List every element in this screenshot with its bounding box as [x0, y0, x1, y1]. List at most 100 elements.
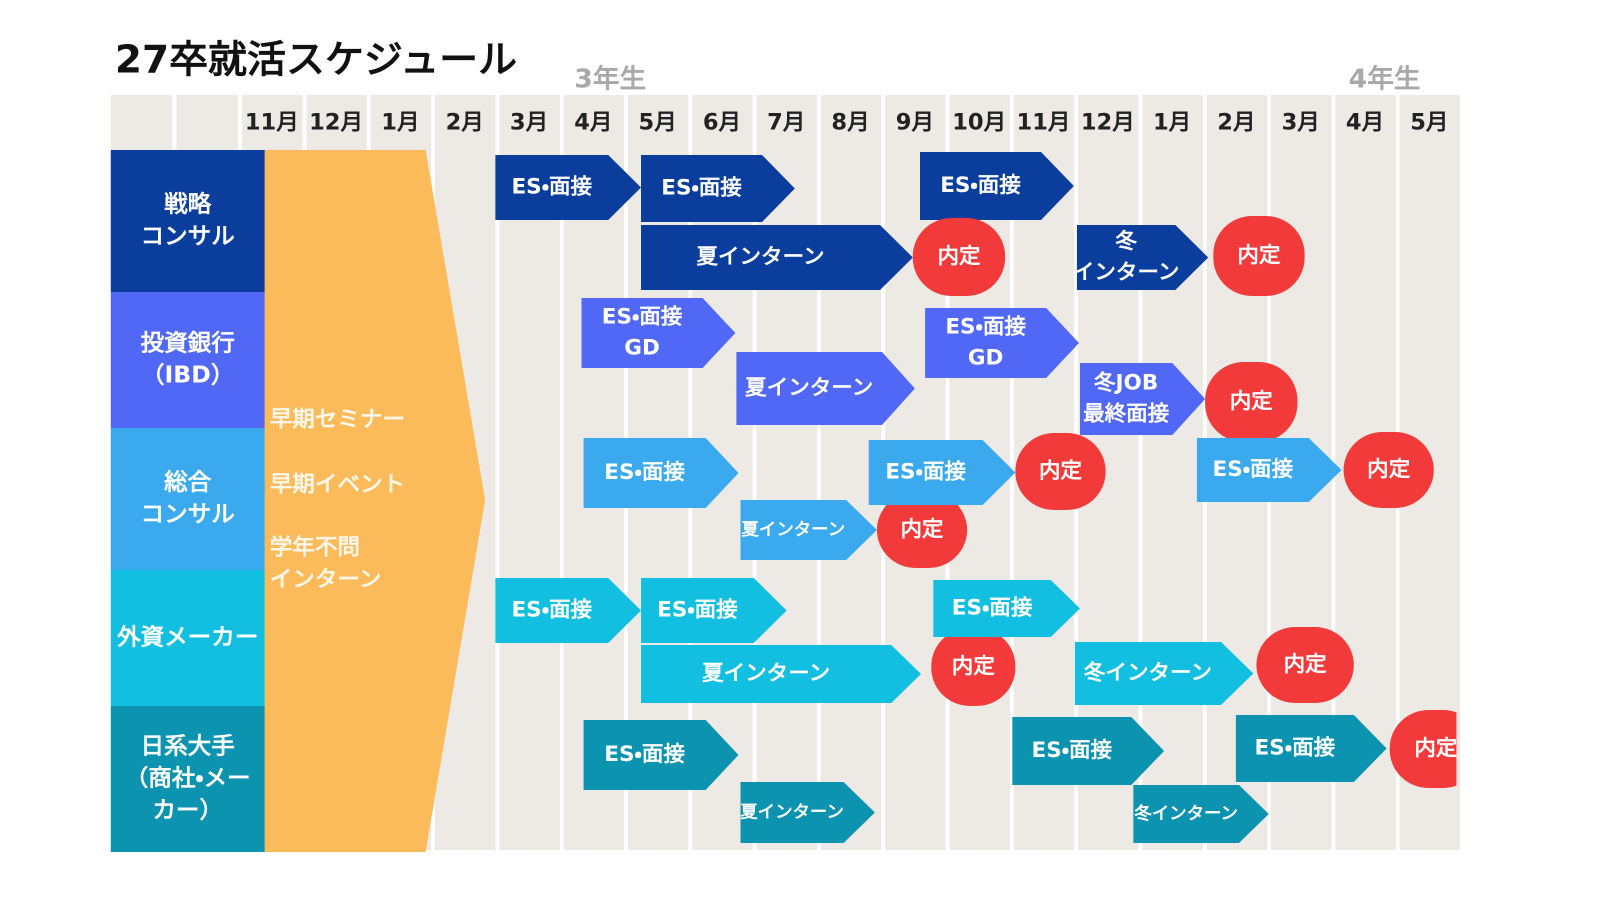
offer-label: 内定 — [937, 244, 981, 269]
arrow-shape — [641, 225, 913, 290]
offer-label: 内定 — [1237, 243, 1281, 268]
month-label: 4月 — [574, 110, 612, 136]
month-column — [756, 95, 818, 850]
row-label: 外資メーカー — [116, 624, 258, 651]
offer-badge — [912, 218, 1006, 296]
arrow-label: ES・面接 — [604, 741, 685, 767]
arrow-label: ES・面接 — [1213, 456, 1294, 482]
offer-badge — [1015, 433, 1106, 510]
arrow-label: ES・面接 — [657, 597, 738, 623]
arrow-shape — [581, 298, 736, 368]
offer-badge — [1389, 710, 1457, 788]
month-label: 12月 — [309, 110, 363, 136]
month-column — [1142, 95, 1203, 850]
early-label: 早期イベント — [270, 472, 405, 498]
offer-label: 内定 — [1414, 736, 1458, 761]
arrow-label: 冬 — [1114, 228, 1137, 254]
arrow-shape — [495, 578, 642, 643]
early-label: 早期セミナー — [270, 407, 405, 433]
month-column — [499, 95, 560, 850]
month-label: 4月 — [1346, 110, 1384, 136]
offer-label: 内定 — [1230, 389, 1274, 414]
header-cell — [110, 95, 173, 150]
offer-label: 内定 — [952, 654, 996, 679]
offer-label: 内定 — [901, 517, 945, 542]
arrow-shape — [1074, 642, 1254, 705]
month-label: 7月 — [767, 110, 805, 136]
title: 27卒就活スケジュール — [115, 38, 517, 82]
offer-badge — [1343, 432, 1434, 508]
arrow-shape — [641, 578, 787, 643]
arrow-label: GD — [968, 346, 1004, 371]
month-label: 2月 — [446, 110, 484, 136]
arrow-shape — [1076, 225, 1209, 290]
arrow-shape — [1235, 715, 1387, 782]
month-label: 9月 — [896, 110, 934, 136]
arrow-label: 最終面接 — [1083, 401, 1169, 427]
offer-label: 内定 — [1284, 652, 1328, 677]
arrow-label: インターン — [1073, 260, 1180, 285]
month-label: 12月 — [1081, 110, 1135, 136]
arrow-label: ES・面接 — [511, 597, 592, 623]
arrow-shape — [1012, 717, 1165, 785]
offer-badge — [1213, 216, 1305, 296]
offer-badge — [1205, 362, 1298, 442]
offer-label: 内定 — [1039, 459, 1083, 484]
arrow-shape — [641, 155, 795, 222]
arrow-shape — [583, 720, 739, 790]
month-label: 2月 — [1217, 110, 1255, 136]
year-label: 4年生 — [1349, 64, 1421, 95]
arrow-shape — [740, 782, 875, 843]
row-header — [110, 706, 266, 852]
row-label: コンサル — [141, 223, 235, 250]
arrow-label: ES・面接 — [940, 172, 1021, 198]
month-label: 6月 — [703, 110, 741, 136]
month-label: 11月 — [1017, 110, 1071, 136]
arrow-label: ES・面接 — [511, 174, 592, 200]
row-header — [110, 428, 266, 570]
arrow-shape — [641, 645, 922, 703]
arrow-shape — [925, 308, 1079, 378]
month-label: 1月 — [381, 110, 419, 136]
arrow-label: ES・面接 — [602, 304, 683, 330]
arrow-shape — [736, 352, 915, 425]
arrow-label: 夏インターン — [702, 661, 830, 686]
month-label: 3月 — [510, 110, 548, 136]
arrow-label: 夏インターン — [745, 376, 873, 401]
arrow-label: 夏インターン — [696, 245, 824, 270]
arrow-label: GD — [624, 336, 660, 361]
arrow-shape — [933, 580, 1080, 637]
arrow-label: 夏インターン — [742, 520, 846, 540]
arrow-shape — [740, 500, 877, 560]
row-label: 投資銀行 — [141, 330, 235, 357]
row-header — [110, 292, 266, 428]
early-label: 学年不問 — [270, 534, 360, 561]
arrow-shape — [1196, 438, 1342, 502]
arrow-shape — [1133, 785, 1269, 843]
offer-badge — [876, 492, 968, 568]
arrow-label: 冬インターン — [1083, 660, 1212, 686]
early-label: インターン — [270, 567, 382, 593]
offer-badge — [1256, 627, 1354, 703]
arrow-label: ES・面接 — [885, 459, 966, 485]
arrow-shape — [495, 155, 642, 220]
arrow-label: 冬JOB — [1093, 370, 1158, 396]
arrow-label: 夏インターン — [740, 803, 844, 823]
month-label: 1月 — [1153, 110, 1191, 136]
arrow-label: ES・面接 — [952, 595, 1033, 621]
month-label: 5月 — [639, 110, 677, 136]
arrow-label: ES・面接 — [945, 314, 1026, 340]
arrow-label: 冬インターン — [1133, 803, 1238, 824]
early-period-arrow — [264, 150, 486, 852]
offer-label: 内定 — [1367, 457, 1411, 482]
arrow-label: ES・面接 — [1255, 735, 1336, 761]
header-cell — [176, 95, 238, 150]
month-label: 11月 — [245, 110, 299, 136]
arrow-shape — [583, 438, 739, 508]
row-header — [110, 150, 266, 292]
month-label: 3月 — [1282, 110, 1320, 136]
row-label: 日系大手 — [141, 733, 235, 760]
row-label: （IBD） — [141, 362, 234, 389]
arrow-shape — [868, 440, 1016, 505]
